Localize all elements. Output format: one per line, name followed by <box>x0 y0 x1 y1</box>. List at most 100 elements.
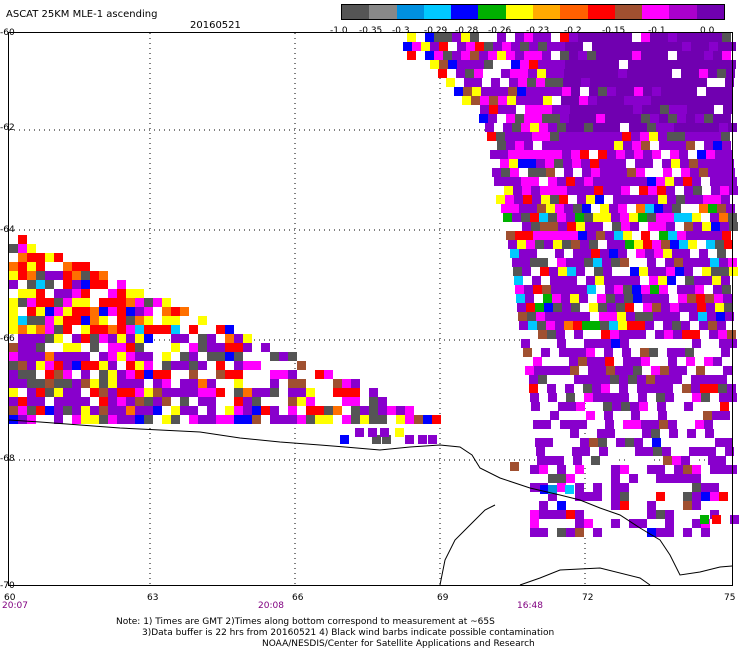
data-cell <box>718 384 727 393</box>
data-cell <box>548 474 557 483</box>
data-cell <box>510 249 519 258</box>
data-cell <box>566 474 575 483</box>
data-cell <box>715 303 724 312</box>
data-cell <box>45 415 54 424</box>
data-cell <box>655 384 664 393</box>
data-cell <box>645 249 654 258</box>
data-cell <box>603 402 612 411</box>
data-cell <box>570 366 579 375</box>
data-cell <box>548 123 557 132</box>
data-cell <box>135 316 144 325</box>
data-cell <box>652 150 661 159</box>
data-cell <box>640 195 649 204</box>
data-cell <box>510 462 519 471</box>
data-cell <box>702 267 711 276</box>
data-cell <box>479 51 488 60</box>
data-cell <box>234 334 243 343</box>
data-cell <box>261 406 270 415</box>
data-cell <box>108 343 117 352</box>
data-cell <box>659 285 668 294</box>
data-cell <box>144 379 153 388</box>
colorbar-label: -0.29 <box>424 26 448 36</box>
data-cell <box>207 415 216 424</box>
data-cell <box>663 456 672 465</box>
data-cell <box>721 276 730 285</box>
data-cell <box>584 339 593 348</box>
data-cell <box>695 420 704 429</box>
data-cell <box>537 204 546 213</box>
data-cell <box>592 330 601 339</box>
data-cell <box>653 78 662 87</box>
data-cell <box>701 123 710 132</box>
time-label: 20:07 <box>2 601 28 611</box>
data-cell <box>623 51 632 60</box>
data-cell <box>117 334 126 343</box>
data-cell <box>529 60 538 69</box>
data-cell <box>715 87 724 96</box>
data-cell <box>648 267 657 276</box>
lat-label: -64 <box>0 225 15 235</box>
colorbar-swatch <box>369 5 397 19</box>
data-cell <box>726 69 735 78</box>
data-cell <box>9 379 18 388</box>
data-cell <box>135 388 144 397</box>
data-cell <box>676 132 685 141</box>
data-cell <box>108 316 117 325</box>
data-cell <box>9 298 18 307</box>
data-cell <box>524 33 533 42</box>
data-cell <box>557 474 566 483</box>
data-cell <box>530 528 539 537</box>
data-cell <box>189 415 198 424</box>
data-cell <box>719 492 728 501</box>
data-cell <box>611 339 620 348</box>
data-cell <box>189 343 198 352</box>
data-cell <box>631 276 640 285</box>
data-cell <box>470 33 479 42</box>
data-cell <box>662 447 671 456</box>
data-cell <box>591 69 600 78</box>
data-cell <box>108 280 117 289</box>
data-cell <box>602 339 611 348</box>
data-cell <box>646 60 655 69</box>
data-cell <box>692 393 701 402</box>
data-cell <box>447 69 456 78</box>
data-cell <box>622 195 631 204</box>
data-cell <box>590 312 599 321</box>
data-cell <box>27 406 36 415</box>
data-cell <box>729 222 738 231</box>
data-cell <box>279 352 288 361</box>
data-cell <box>225 352 234 361</box>
data-cell <box>700 384 709 393</box>
data-cell <box>710 123 719 132</box>
data-cell <box>234 352 243 361</box>
data-cell <box>670 87 679 96</box>
data-cell <box>622 276 631 285</box>
data-cell <box>692 258 701 267</box>
data-cell <box>680 78 689 87</box>
data-cell <box>674 258 683 267</box>
data-cell <box>669 429 678 438</box>
data-cell <box>530 510 539 519</box>
data-cell <box>525 96 534 105</box>
data-cell <box>117 397 126 406</box>
data-cell <box>713 51 722 60</box>
data-cell <box>688 240 697 249</box>
data-cell <box>504 186 513 195</box>
data-cell <box>324 406 333 415</box>
data-cell <box>648 222 657 231</box>
data-cell <box>552 105 561 114</box>
data-cell <box>324 388 333 397</box>
data-cell <box>597 96 606 105</box>
data-cell <box>564 456 573 465</box>
data-cell <box>714 366 723 375</box>
data-cell <box>423 415 432 424</box>
data-cell <box>171 361 180 370</box>
data-cell <box>162 316 171 325</box>
data-cell <box>507 105 516 114</box>
data-cell <box>726 321 735 330</box>
data-cell <box>591 321 600 330</box>
data-cell <box>36 352 45 361</box>
data-cell <box>54 253 63 262</box>
data-cell <box>625 438 634 447</box>
data-cell <box>578 420 587 429</box>
